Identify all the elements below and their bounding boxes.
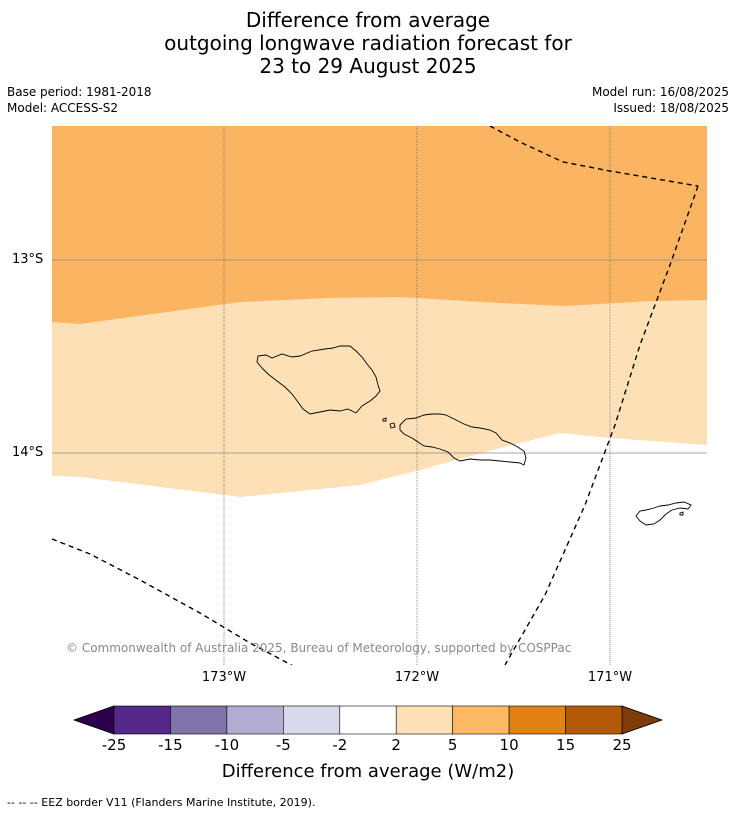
apolima-islet (389, 422, 396, 429)
colorbar-label: 25 (612, 736, 632, 754)
eez-border-east (504, 185, 699, 665)
aunuu-islet (679, 511, 684, 516)
colorbar-label: 2 (391, 736, 401, 754)
title-line-1: Difference from average (245, 8, 491, 32)
issued-date: Issued: 18/08/2025 (613, 101, 729, 115)
colorbar-label: 5 (447, 736, 458, 754)
model-run: Model run: 16/08/2025 (591, 85, 729, 99)
model-name: Model: ACCESS-S2 (7, 101, 119, 115)
title-line-3: 23 to 29 August 2025 (259, 54, 477, 78)
colorbar-swatch (339, 705, 397, 735)
eez-footnote: -- -- -- EEZ border V11 (Flanders Marine… (7, 796, 316, 809)
lat-label-13s: 13°S (12, 252, 44, 267)
colorbar-label: -5 (275, 736, 291, 754)
colorbar-label: 10 (499, 736, 519, 754)
tutuila-island (635, 501, 692, 526)
colorbar-label: -25 (101, 736, 127, 754)
colorbar-swatch (395, 705, 453, 735)
lon-label-173w: 173°W (201, 670, 247, 685)
colorbar-extension-high (621, 705, 664, 735)
colorbar-swatch (170, 705, 228, 735)
colorbar-swatch (283, 705, 341, 735)
eez-border-north (489, 126, 699, 187)
colorbar-label: 15 (556, 736, 576, 754)
colorbar-swatch (226, 705, 284, 735)
savaii-island (256, 345, 381, 415)
base-period: Base period: 1981-2018 (7, 85, 152, 99)
map-area (52, 126, 707, 665)
colorbar-extension-low (72, 705, 115, 735)
colorbar-label: -2 (332, 736, 348, 754)
colorbar-label: -10 (214, 736, 240, 754)
colorbar (72, 705, 664, 735)
colorbar-swatch (565, 705, 623, 735)
copyright-notice: © Commonwealth of Australia 2025, Bureau… (66, 641, 572, 655)
colorbar-swatch (508, 705, 566, 735)
colorbar-label: -15 (158, 736, 183, 754)
manono-islet (382, 417, 387, 422)
lat-label-14s: 14°S (12, 445, 44, 460)
upolu-island (399, 413, 527, 466)
anomaly-band-5-10 (52, 126, 707, 324)
lon-label-171w: 171°W (587, 670, 633, 685)
title-line-2: outgoing longwave radiation forecast for (164, 31, 572, 55)
lon-label-172w: 172°W (394, 670, 440, 685)
colorbar-title: Difference from average (W/m2) (221, 761, 515, 782)
colorbar-swatch (113, 705, 171, 735)
colorbar-swatch (452, 705, 510, 735)
